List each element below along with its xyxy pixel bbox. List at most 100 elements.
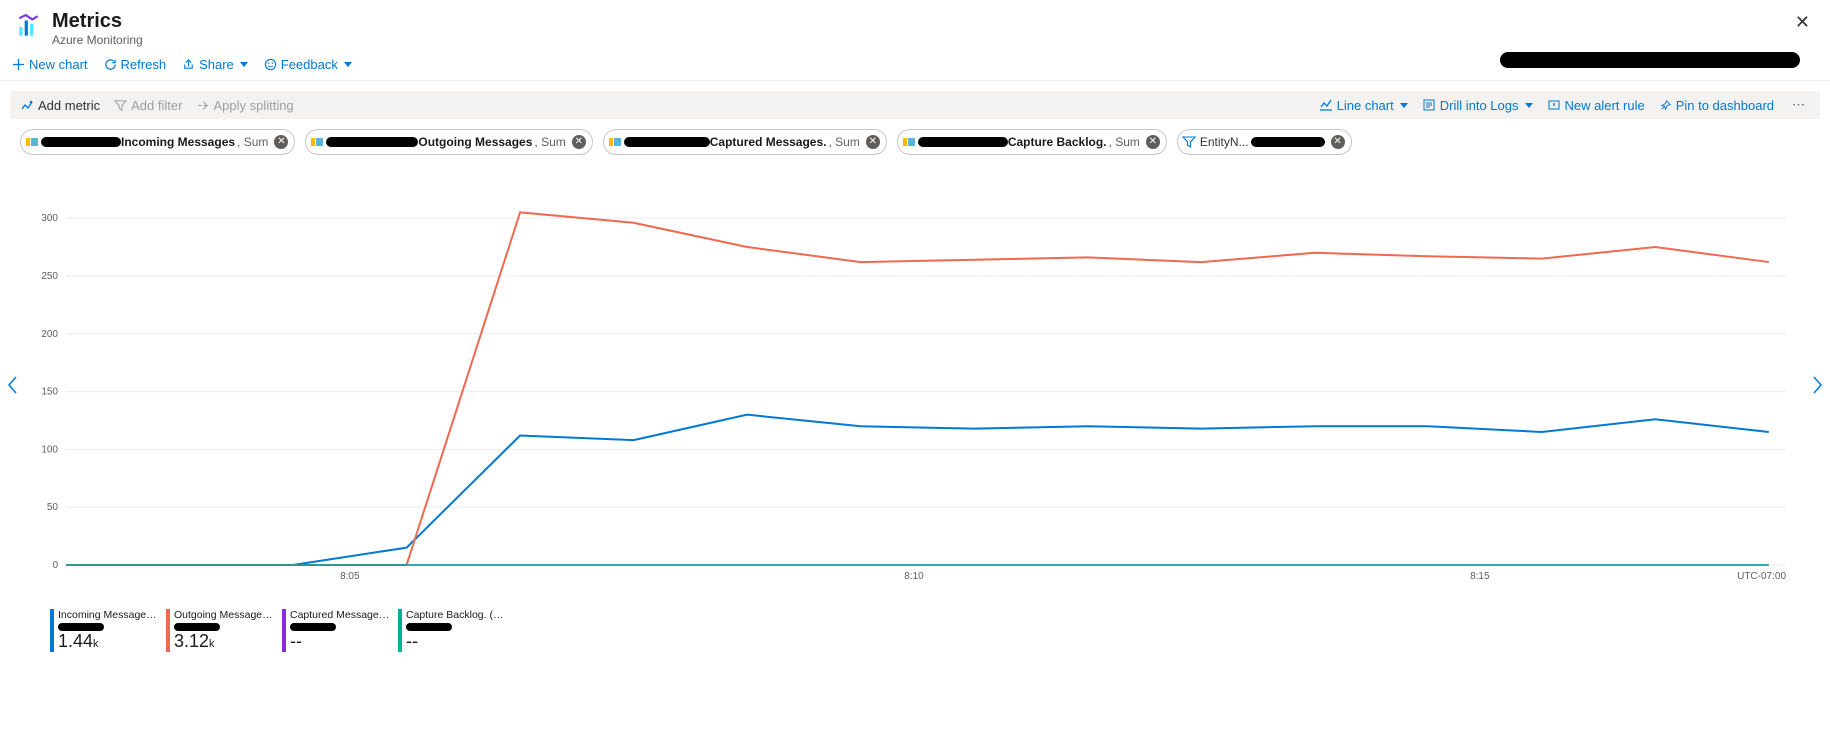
legend-value: -- [290,631,392,652]
chevron-down-icon [344,62,352,67]
feedback-button[interactable]: Feedback [264,57,352,72]
svg-text:250: 250 [41,271,58,282]
legend-label: Incoming Messages (Sum) [58,609,160,621]
line-chart-icon [1319,98,1333,112]
legend-value: -- [406,631,508,652]
legend-item[interactable]: Captured Messages. (... -- [282,609,392,652]
svg-text:UTC-07:00: UTC-07:00 [1737,571,1786,582]
legend-value: 1.44k [58,631,160,652]
add-metric-label: Add metric [38,98,100,113]
svg-text:8:05: 8:05 [340,571,360,582]
svg-text:50: 50 [47,502,59,513]
smiley-icon [264,58,277,71]
chart-container: 0501001502002503008:058:108:15UTC-07:00 … [16,185,1814,652]
pill-metric-name: Capture Backlog. [1008,135,1107,149]
svg-text:8:10: 8:10 [904,571,924,582]
remove-pill-icon[interactable]: ✕ [1331,135,1345,149]
share-button[interactable]: Share [182,57,248,72]
share-label: Share [199,57,234,72]
legend-item[interactable]: Outgoing Messages (Sum) 3.12k [166,609,276,652]
remove-pill-icon[interactable]: ✕ [1146,135,1160,149]
page-subtitle: Azure Monitoring [52,33,143,47]
svg-text:0: 0 [52,560,58,571]
redacted-text [174,623,220,631]
plus-icon [12,58,25,71]
add-metric-button[interactable]: Add metric [20,98,100,113]
legend-item[interactable]: Incoming Messages (Sum) 1.44k [50,609,160,652]
add-filter-label: Add filter [131,98,182,113]
filter-label: EntityN... [1200,135,1249,149]
pin-icon [1659,99,1672,112]
next-time-button[interactable] [1810,375,1824,395]
metric-pill[interactable]: Captured Messages., Sum ✕ [603,129,887,155]
page-header: Metrics Azure Monitoring ✕ [0,0,1830,51]
chevron-down-icon [240,62,248,67]
remove-pill-icon[interactable]: ✕ [866,135,880,149]
chart-type-button[interactable]: Line chart [1319,98,1408,113]
new-chart-button[interactable]: New chart [12,57,88,72]
legend-label: Capture Backlog. (Sum) [406,609,508,621]
alert-icon [1547,98,1561,112]
logs-icon [1422,98,1436,112]
apply-splitting-label: Apply splitting [213,98,293,113]
add-metric-icon [20,98,34,112]
redacted-text [326,137,418,147]
legend-label: Captured Messages. (... [290,609,392,621]
split-icon [196,99,209,112]
redacted-region [1500,52,1800,68]
drill-logs-label: Drill into Logs [1440,98,1519,113]
svg-text:8:15: 8:15 [1470,571,1490,582]
share-icon [182,58,195,71]
filter-pill[interactable]: EntityN... ✕ [1177,129,1352,155]
legend-label: Outgoing Messages (Sum) [174,609,276,621]
pill-aggregation: , Sum [828,135,859,149]
refresh-button[interactable]: Refresh [104,57,167,72]
chevron-down-icon [1525,103,1533,108]
pill-metric-name: Outgoing Messages [418,135,532,149]
chart-legend: Incoming Messages (Sum) 1.44k Outgoing Mes… [16,605,1814,652]
close-icon[interactable]: ✕ [1795,12,1810,33]
refresh-label: Refresh [121,57,167,72]
metrics-icon [16,14,42,40]
legend-value: 3.12k [174,631,276,652]
redacted-text [406,623,452,631]
redacted-text [624,137,710,147]
pill-metric-name: Captured Messages. [710,135,827,149]
apply-splitting-button[interactable]: Apply splitting [196,98,293,113]
svg-text:100: 100 [41,444,58,455]
new-alert-button[interactable]: New alert rule [1547,98,1645,113]
refresh-icon [104,58,117,71]
metric-pill[interactable]: Incoming Messages, Sum ✕ [20,129,295,155]
svg-text:300: 300 [41,213,58,224]
prev-time-button[interactable] [6,375,20,395]
metrics-line-chart[interactable]: 0 50 100 150 200 250 300 8:05 8:10 8:15 UTC-07:00 [16,185,1796,605]
metric-pill[interactable]: Outgoing Messages, Sum ✕ [305,129,592,155]
chart-type-label: Line chart [1337,98,1394,113]
chevron-down-icon [1400,103,1408,108]
svg-text:150: 150 [41,387,58,398]
page-title: Metrics [52,10,143,33]
redacted-text [58,623,104,631]
filter-icon [114,99,127,112]
pill-aggregation: , Sum [534,135,565,149]
redacted-text [1251,137,1325,147]
legend-item[interactable]: Capture Backlog. (Sum) -- [398,609,508,652]
remove-pill-icon[interactable]: ✕ [572,135,586,149]
new-alert-label: New alert rule [1565,98,1645,113]
pill-metric-name: Incoming Messages [121,135,235,149]
svg-text:200: 200 [41,329,58,340]
add-filter-button[interactable]: Add filter [114,98,182,113]
redacted-text [290,623,336,631]
new-chart-label: New chart [29,57,88,72]
remove-pill-icon[interactable]: ✕ [274,135,288,149]
pill-aggregation: , Sum [237,135,268,149]
metric-pills: Incoming Messages, Sum✕Outgoing Messages… [0,119,1830,155]
pin-dashboard-button[interactable]: Pin to dashboard [1659,98,1774,113]
drill-logs-button[interactable]: Drill into Logs [1422,98,1533,113]
feedback-label: Feedback [281,57,338,72]
redacted-text [918,137,1008,147]
more-button[interactable]: ⋯ [1788,97,1810,113]
metric-pill[interactable]: Capture Backlog., Sum✕ [897,129,1167,155]
filter-icon [1182,135,1196,149]
redacted-text [41,137,121,147]
